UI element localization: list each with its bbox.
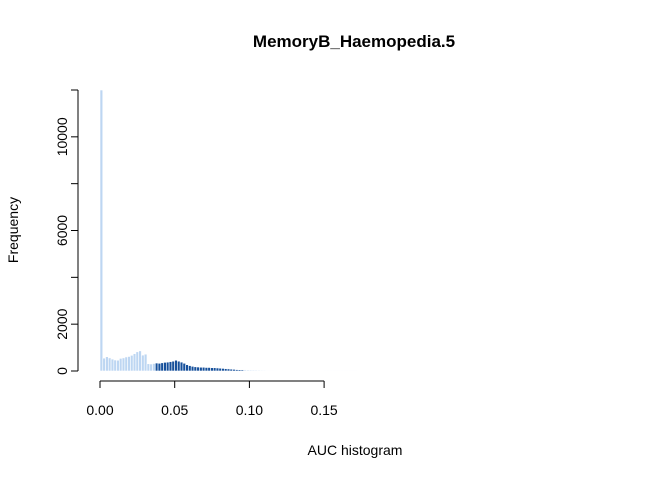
histogram-bar <box>201 366 206 372</box>
x-axis-label: AUC histogram <box>308 442 403 458</box>
histogram-bar <box>213 367 217 372</box>
histogram-bar <box>268 370 272 372</box>
histogram-bar <box>163 362 167 372</box>
histogram-bar <box>116 359 120 372</box>
x-tick-label: 0.05 <box>161 402 188 418</box>
histogram-bar <box>262 370 267 372</box>
histogram-bar <box>246 369 250 372</box>
histogram-bar <box>226 368 231 372</box>
histogram-bar <box>174 359 178 372</box>
histogram-bar <box>138 350 142 372</box>
histogram-bar <box>113 359 117 372</box>
histogram-bar <box>149 363 153 372</box>
histogram-bar <box>193 366 198 372</box>
x-tick-label: 0.00 <box>86 402 113 418</box>
histogram-bar <box>207 367 211 372</box>
histogram-bar <box>271 370 275 372</box>
histogram-bar <box>121 357 126 372</box>
y-tick-label: 6000 <box>54 215 70 246</box>
histogram-bar <box>251 369 256 372</box>
histogram-bar <box>135 351 139 372</box>
histogram-bar <box>229 368 233 372</box>
histogram-bar <box>182 362 186 372</box>
histogram-bar <box>119 358 123 372</box>
histogram-bar <box>240 369 245 372</box>
histogram-bar <box>232 369 236 372</box>
histogram-bar <box>105 356 109 372</box>
histogram-bar <box>243 369 247 372</box>
histogram-bar <box>146 363 151 372</box>
histogram-bar <box>141 354 145 372</box>
histogram-bar <box>265 370 269 372</box>
histogram-bar <box>102 357 106 372</box>
histogram-bar <box>257 369 261 372</box>
histogram-bar <box>199 366 203 372</box>
histogram-bar <box>152 363 156 372</box>
histogram-bar <box>237 369 242 372</box>
histogram-bar <box>177 360 181 372</box>
chart-title: MemoryB_Haemopedia.5 <box>253 32 455 51</box>
histogram-bar <box>218 367 222 372</box>
histogram-bar <box>127 356 131 372</box>
y-axis-label: Frequency <box>5 197 21 263</box>
histogram-bar <box>210 367 214 372</box>
histogram-bar <box>107 357 112 372</box>
histogram-bar <box>188 365 192 372</box>
y-tick-label: 10000 <box>54 117 70 156</box>
histogram-bar <box>273 370 278 372</box>
histogram-bar <box>179 361 184 372</box>
x-axis: 0.00 0.05 0.10 0.15 <box>86 380 338 418</box>
histogram-bar <box>160 362 164 372</box>
histogram-bars <box>99 89 358 372</box>
histogram-bar <box>235 369 239 372</box>
x-tick-label: 0.15 <box>310 402 337 418</box>
histogram-bar <box>143 353 148 372</box>
histogram-bar <box>196 366 200 372</box>
histogram-bar <box>166 361 170 372</box>
histogram-bar <box>132 353 137 372</box>
histogram-bar <box>168 361 173 372</box>
histogram-bar <box>221 368 225 372</box>
histogram-bar <box>110 358 115 372</box>
histogram-bar <box>124 356 128 372</box>
histogram-bar <box>204 367 209 372</box>
histogram-bar <box>224 368 228 372</box>
y-tick-label: 0 <box>54 367 70 375</box>
y-axis: 0 2000 6000 10000 <box>54 89 79 375</box>
histogram-bar <box>154 362 159 372</box>
histogram-bar <box>260 369 264 372</box>
histogram-bar <box>215 367 220 372</box>
histogram-bar <box>171 360 175 372</box>
histogram-bar <box>248 369 253 372</box>
histogram-bar <box>157 362 162 372</box>
histogram-bar <box>130 355 134 372</box>
y-tick-label: 2000 <box>54 308 70 339</box>
x-tick-label: 0.10 <box>236 402 263 418</box>
histogram-bar <box>254 369 258 372</box>
histogram-bar <box>99 89 104 372</box>
histogram-bar <box>185 364 189 372</box>
histogram-bar <box>190 366 195 372</box>
